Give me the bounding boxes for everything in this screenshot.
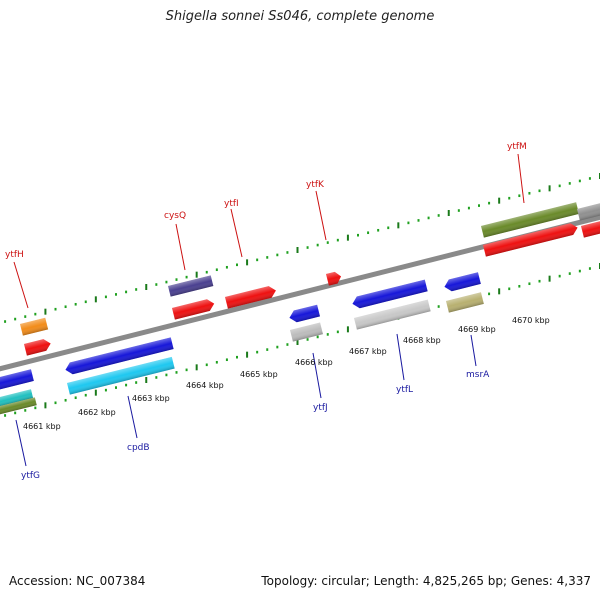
gene-arrow — [0, 369, 34, 390]
leader-line — [15, 419, 27, 467]
gene-arrow — [326, 271, 342, 286]
genome-summary-text: Topology: circular; Length: 4,825,265 bp… — [261, 574, 591, 588]
scale-labels: 4661 kbp 4662 kbp 4663 kbp 4664 kbp 4665… — [23, 316, 550, 431]
gene-arrow — [289, 304, 321, 323]
gene-arrow — [65, 337, 174, 375]
gene-arrow — [444, 272, 481, 292]
lower-strand-ticks — [4, 263, 600, 417]
gene-block — [577, 201, 600, 221]
leader-line — [315, 190, 327, 241]
leader-line — [127, 395, 138, 439]
scale-label: 4668 kbp — [403, 336, 441, 345]
upper-strand-ticks — [4, 173, 600, 323]
scale-label: 4664 kbp — [186, 381, 224, 390]
gene-label[interactable]: msrA — [466, 370, 490, 380]
gene-arrow — [352, 279, 428, 309]
gene-block — [20, 317, 49, 336]
gene-arrow — [225, 286, 276, 309]
scale-label: 4662 kbp — [78, 408, 116, 417]
scale-label: 4670 kbp — [512, 316, 550, 325]
map-title: Shigella sonnei Ss046, complete genome — [165, 9, 435, 24]
gene-block — [168, 275, 214, 297]
gene-label[interactable]: cysQ — [164, 211, 186, 221]
gene-block — [446, 292, 484, 313]
gene-label[interactable]: cpdB — [127, 443, 150, 453]
gene-label[interactable]: ytfM — [507, 142, 527, 152]
gene-block — [0, 397, 37, 415]
gene-block — [290, 322, 323, 342]
gene-block — [0, 389, 34, 407]
gene-label[interactable]: ytfK — [306, 180, 325, 190]
leader-line — [230, 208, 243, 258]
gene-arrow — [24, 339, 51, 356]
leader-line — [470, 334, 477, 367]
gene-arrow — [483, 223, 578, 257]
leader-line — [396, 333, 405, 381]
gene-label[interactable]: ytfI — [224, 199, 239, 209]
gene-label[interactable]: ytfH — [5, 250, 24, 260]
gene-arrow — [581, 218, 600, 238]
scale-label: 4663 kbp — [132, 394, 170, 403]
leader-line — [175, 223, 186, 271]
scale-label: 4666 kbp — [295, 358, 333, 367]
accession-text: Accession: NC_007384 — [9, 574, 146, 588]
scale-label: 4661 kbp — [23, 422, 61, 431]
scale-label: 4669 kbp — [458, 325, 496, 334]
upper-gene-labels: ytfH cysQ ytfI ytfK ytfM — [5, 142, 527, 260]
scale-label: 4665 kbp — [240, 370, 278, 379]
leader-line — [312, 352, 322, 399]
leader-line — [517, 153, 525, 204]
gene-arrow — [172, 299, 215, 320]
gene-label[interactable]: ytfJ — [313, 403, 328, 413]
gene-label[interactable]: ytfG — [21, 471, 40, 481]
lower-gene-labels: ytfG cpdB ytfJ ytfL msrA — [21, 370, 490, 481]
gene-block — [67, 356, 175, 395]
gene-block — [354, 299, 431, 330]
leader-line — [13, 261, 29, 309]
scale-label: 4667 kbp — [349, 347, 387, 356]
gene-label[interactable]: ytfL — [396, 385, 413, 395]
gene-label-leaders — [13, 153, 525, 467]
gene-block — [481, 202, 579, 238]
